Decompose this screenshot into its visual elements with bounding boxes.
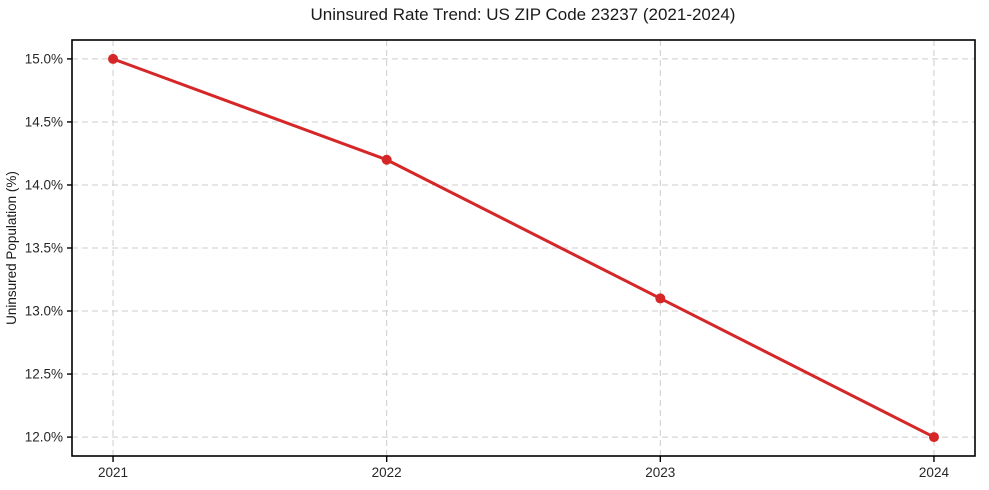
x-tick-label: 2022 — [372, 465, 402, 480]
y-tick-label: 14.5% — [25, 114, 63, 129]
x-tick-label: 2023 — [645, 465, 675, 480]
data-point-marker — [928, 432, 939, 443]
data-series — [108, 53, 939, 443]
y-tick-label: 15.0% — [25, 51, 63, 66]
x-tick-label: 2021 — [98, 465, 128, 480]
plot-border — [71, 39, 976, 457]
data-point-marker — [655, 293, 666, 304]
y-tick-label: 12.0% — [25, 430, 63, 445]
data-point-marker — [108, 53, 119, 64]
y-tick-label: 14.0% — [25, 177, 63, 192]
y-tick-label: 13.5% — [25, 241, 63, 256]
y-tick-label: 12.5% — [25, 367, 63, 382]
y-tick-label: 13.0% — [25, 304, 63, 319]
data-point-marker — [381, 154, 392, 165]
y-axis-label: Uninsured Population (%) — [4, 171, 19, 325]
axis-ticks: 12.0% 12.5% 13.0% 13.5% 14.0% 14.5% 15.0% 2021 2… — [25, 51, 950, 480]
trend-line — [111, 57, 936, 439]
x-tick-label: 2024 — [919, 465, 950, 480]
gridlines — [72, 40, 975, 456]
chart-title: Uninsured Rate Trend: US ZIP Code 23237 … — [311, 5, 736, 24]
